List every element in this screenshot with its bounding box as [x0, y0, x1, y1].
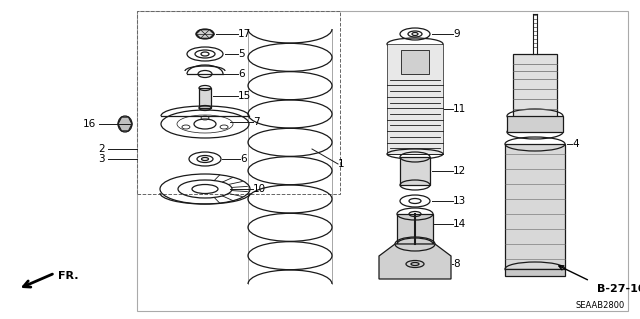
Text: 10: 10 — [253, 184, 266, 194]
Bar — [387, 44, 443, 154]
Text: 5: 5 — [238, 49, 244, 59]
Text: FR.: FR. — [58, 271, 79, 281]
Bar — [137, 11, 628, 311]
Bar — [505, 269, 565, 276]
Text: 7: 7 — [253, 117, 260, 127]
Text: 6: 6 — [238, 69, 244, 79]
Text: 6: 6 — [240, 154, 246, 164]
Bar — [137, 11, 340, 194]
Bar — [400, 157, 430, 185]
Text: B-27-10: B-27-10 — [597, 284, 640, 294]
Text: 1: 1 — [338, 159, 344, 169]
Bar — [401, 50, 429, 74]
Text: 2: 2 — [99, 144, 105, 154]
Text: 3: 3 — [99, 154, 105, 164]
Bar — [505, 144, 565, 269]
Text: 13: 13 — [453, 196, 467, 206]
Bar — [199, 88, 211, 108]
Bar — [513, 54, 557, 124]
Text: 17: 17 — [238, 29, 252, 39]
Text: 11: 11 — [453, 104, 467, 114]
Text: 4: 4 — [572, 139, 579, 149]
Text: 15: 15 — [238, 91, 252, 101]
Bar — [397, 214, 433, 244]
Polygon shape — [118, 117, 132, 131]
Text: 14: 14 — [453, 219, 467, 229]
Polygon shape — [379, 244, 451, 279]
Text: 12: 12 — [453, 166, 467, 176]
Text: SEAAB2800: SEAAB2800 — [576, 300, 625, 309]
Text: 16: 16 — [83, 119, 96, 129]
Bar — [507, 116, 563, 132]
Polygon shape — [196, 30, 214, 38]
Text: 9: 9 — [453, 29, 460, 39]
Text: 8: 8 — [453, 259, 460, 269]
